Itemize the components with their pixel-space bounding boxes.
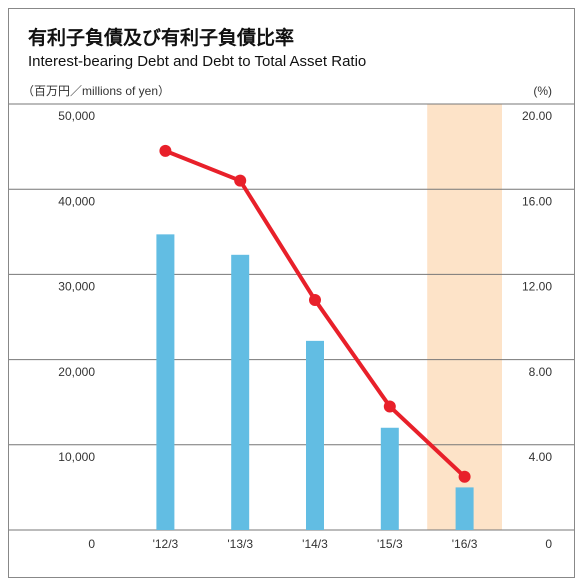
y2-tick-label: 16.00: [522, 194, 552, 208]
line-point: [383, 400, 396, 413]
x-tick-label: '12/3: [153, 537, 179, 551]
y2-tick-label: 20.00: [522, 109, 552, 123]
y-tick-label: 50,000: [58, 109, 95, 123]
y2-tick-label: 8.00: [529, 365, 553, 379]
y2-tick-label: 4.00: [529, 450, 553, 464]
chart-title: 有利子負債及び有利子負債比率: [28, 26, 294, 49]
line-point: [309, 293, 321, 306]
y-tick-label: 10,000: [58, 450, 95, 464]
line-point: [159, 144, 172, 157]
bar: [380, 427, 399, 530]
bar: [455, 487, 474, 530]
bar: [156, 234, 175, 530]
line-point: [458, 470, 471, 483]
highlight-band: [427, 104, 502, 530]
y-axis-label: （百万円／millions of yen）: [22, 84, 170, 98]
y-tick-label: 0: [88, 537, 95, 551]
y2-tick-label: 0: [545, 537, 552, 551]
y-tick-label: 30,000: [58, 280, 95, 294]
bar: [306, 340, 324, 530]
x-tick-label: '15/3: [377, 537, 403, 551]
y-tick-label: 40,000: [58, 194, 95, 208]
chart-subtitle: Interest-bearing Debt and Debt to Total …: [28, 53, 366, 70]
x-tick-label: '16/3: [452, 537, 478, 551]
y2-axis-label: (%): [533, 84, 552, 98]
bar: [231, 254, 250, 530]
y-tick-label: 20,000: [58, 365, 95, 379]
y2-tick-label: 12.00: [522, 280, 552, 294]
x-tick-label: '13/3: [227, 537, 253, 551]
x-tick-label: '14/3: [302, 537, 328, 551]
line-point: [234, 174, 247, 187]
